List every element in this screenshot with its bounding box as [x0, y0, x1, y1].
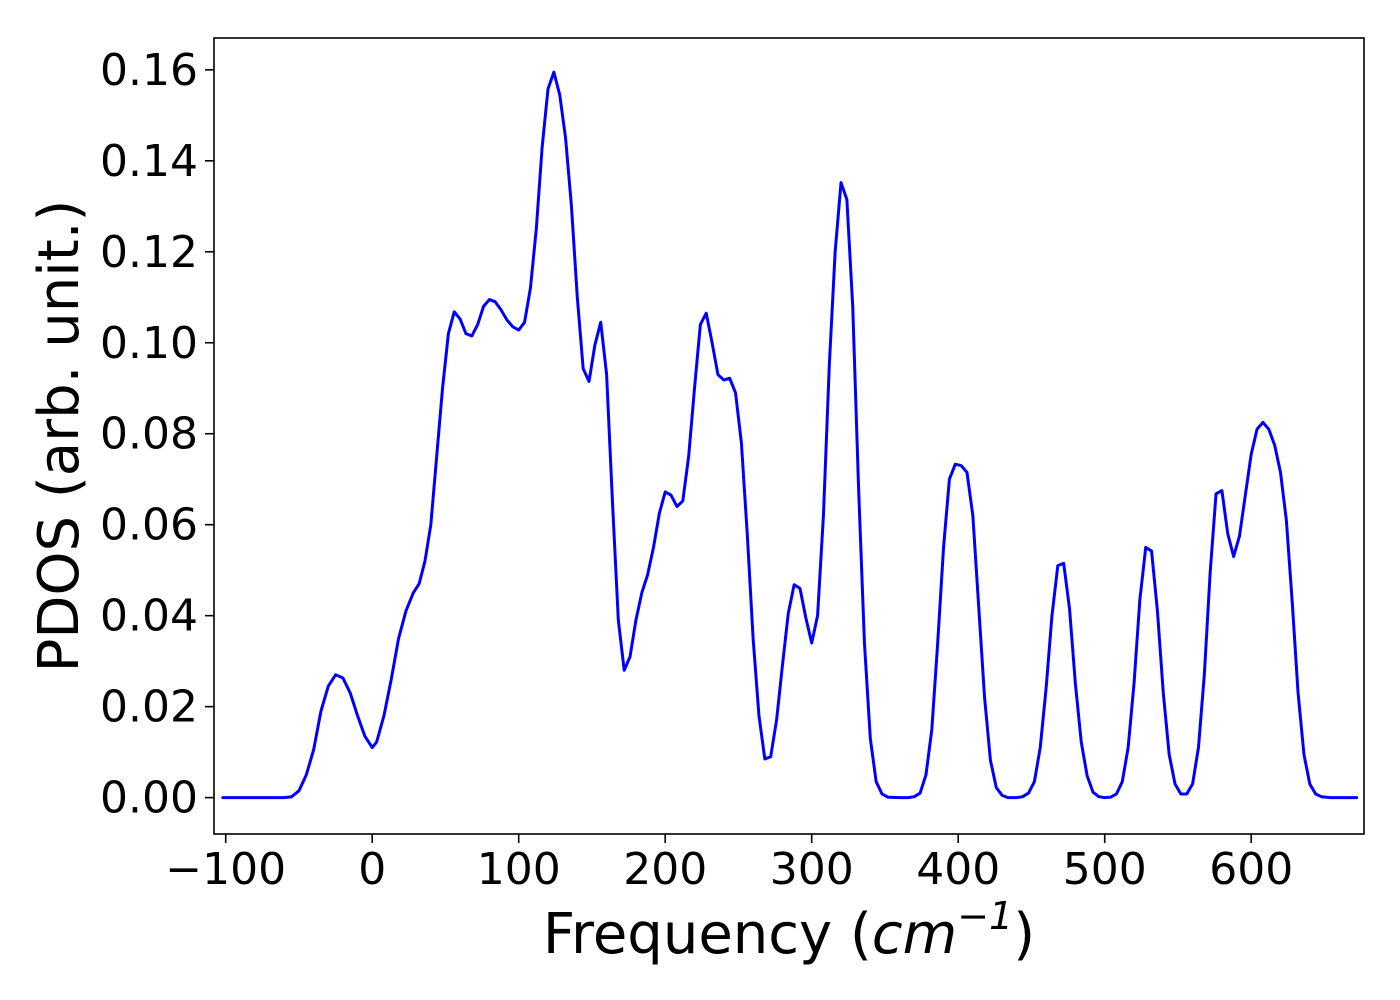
y-tick-label: 0.06: [100, 500, 198, 551]
x-axis-label-exponent: −1: [957, 894, 1013, 938]
y-axis-ticks: 0.00 0.02 0.04 0.06 0.08 0.10 0.12 0.14 0.16: [100, 45, 214, 824]
x-axis-label: Frequency (cm−1): [543, 894, 1035, 967]
x-axis-label-main: Frequency: [543, 902, 832, 967]
x-axis-ticks: −100 0 100 200 300 400 500 600: [165, 834, 1293, 895]
series-layer: [221, 70, 1359, 800]
x-axis-label-unit: cm: [872, 902, 957, 967]
y-tick-label: 0.08: [100, 409, 198, 460]
plot-area-background: [214, 38, 1364, 834]
plot-frame: [213, 37, 1365, 835]
y-axis-label: PDOS (arb. unit.): [27, 200, 92, 673]
x-tick-label: 0: [358, 844, 386, 895]
y-tick-label: 0.10: [100, 318, 198, 369]
x-tick-label: 200: [623, 844, 707, 895]
y-tick-label: 0.04: [100, 591, 198, 642]
y-tick-label: 0.02: [100, 682, 198, 733]
y-tick-label: 0.12: [100, 227, 198, 278]
y-tick-label: 0.14: [100, 136, 198, 187]
x-tick-label: 300: [770, 844, 854, 895]
y-tick-label: 0.00: [100, 773, 198, 824]
pdos-series-line-0: [221, 70, 1359, 800]
x-axis-label-close-paren: ): [1013, 902, 1035, 967]
x-tick-label: 400: [916, 844, 1000, 895]
x-axis-label-open-paren: (: [850, 902, 872, 967]
y-tick-label: 0.16: [100, 45, 198, 96]
x-tick-label: 600: [1209, 844, 1293, 895]
x-tick-label: −100: [165, 844, 286, 895]
x-tick-label: 500: [1063, 844, 1147, 895]
x-tick-label: 100: [477, 844, 561, 895]
